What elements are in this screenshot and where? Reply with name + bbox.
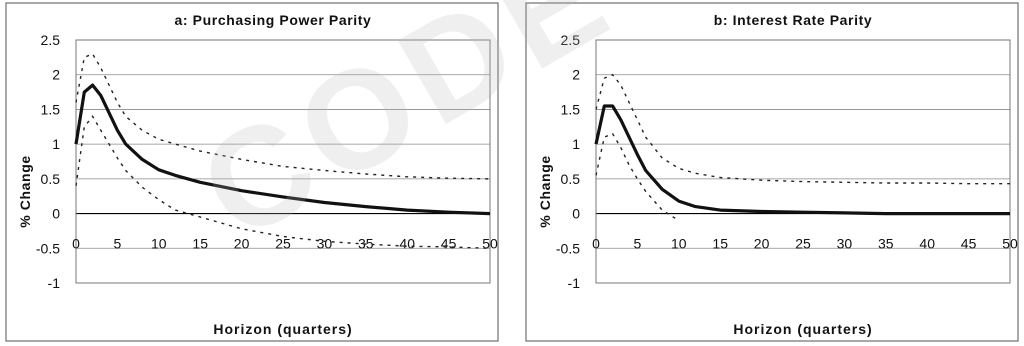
chart-a-ytick-label: 2 xyxy=(52,67,60,83)
chart-b-xtick-label: 30 xyxy=(837,236,853,252)
chart-a-xtick-label: 25 xyxy=(275,236,291,252)
chart-b-ytick-label: -0.5 xyxy=(556,240,580,256)
chart-b-ytick-label: 0.5 xyxy=(561,171,581,187)
chart-b-ytick-label: 1 xyxy=(572,136,580,152)
chart-b-xtick-label: 40 xyxy=(919,236,935,252)
chart-a-y-axis-label: % Change xyxy=(17,155,33,227)
chart-b-xtick-label: 35 xyxy=(878,236,894,252)
chart-a-ytick-label: 0 xyxy=(52,206,60,222)
chart-b-xtick-label: 20 xyxy=(754,236,770,252)
chart-a-xtick-label: 45 xyxy=(441,236,457,252)
chart-b-xtick-label: 15 xyxy=(712,236,728,252)
chart-a-xtick-label: 40 xyxy=(399,236,415,252)
chart-a-xtick-label: 5 xyxy=(114,236,122,252)
chart-b-xtick-label: 0 xyxy=(592,236,600,252)
chart-b-series-line-1 xyxy=(594,104,1010,216)
chart-b-y-axis-label: % Change xyxy=(537,155,553,227)
chart-a-xtick-label: 50 xyxy=(482,236,498,252)
chart-a-series-line-3 xyxy=(75,115,491,249)
chart-a-ytick-label: 0.5 xyxy=(41,171,61,187)
chart-b: -1 -0.5 0 0.5 1 1.5 2 2.5 0 5 10 15 20 25 30 35 40 45 50 b:… xyxy=(520,0,1024,346)
chart-a: -1 -0.5 0 0.5 1 1.5 2 2.5 0 5 10 15 20 25 30 35 40 45 50 a:… xyxy=(0,0,504,346)
chart-b-ytick-label: 0 xyxy=(572,206,580,222)
chart-b-svg: -1 -0.5 0 0.5 1 1.5 2 2.5 0 5 10 15 20 25 30 35 40 45 50 b:… xyxy=(525,2,1019,342)
chart-a-frame xyxy=(5,2,499,342)
chart-a-xtick-label: 20 xyxy=(234,236,250,252)
chart-b-xtick-label: 45 xyxy=(961,236,977,252)
chart-b-xtick-label: 25 xyxy=(795,236,811,252)
chart-b-ytick-label: 2.5 xyxy=(561,32,581,48)
chart-b-xtick-label: 10 xyxy=(671,236,687,252)
chart-b-plot-area xyxy=(595,39,1011,284)
chart-b-title: b: Interest Rate Parity xyxy=(714,12,873,28)
chart-b-x-axis-label: Horizon (quarters) xyxy=(733,321,872,337)
chart-b-frame xyxy=(525,2,1019,342)
chart-b-ytick-label: 2 xyxy=(572,67,580,83)
chart-a-ytick-label: 1.5 xyxy=(41,101,61,117)
chart-b-xtick-label: 5 xyxy=(634,236,642,252)
chart-a-xtick-label: 10 xyxy=(151,236,167,252)
chart-a-ytick-label: 1 xyxy=(52,136,60,152)
chart-a-x-axis-label: Horizon (quarters) xyxy=(213,321,352,337)
chart-a-xtick-label: 15 xyxy=(192,236,208,252)
chart-b-xtick-label: 50 xyxy=(1002,236,1018,252)
chart-a-plot-area xyxy=(75,39,491,284)
chart-a-xtick-label: 0 xyxy=(72,236,80,252)
chart-a-ytick-label: 2.5 xyxy=(41,32,61,48)
chart-a-ytick-label: -1 xyxy=(48,275,61,291)
chart-a-xtick-label: 30 xyxy=(317,236,333,252)
chart-b-ytick-label: -1 xyxy=(568,275,581,291)
chart-a-title: a: Purchasing Power Parity xyxy=(175,12,372,28)
chart-b-series-line-3 xyxy=(595,132,680,222)
chart-b-ytick-label: 1.5 xyxy=(561,101,581,117)
chart-a-series-line-1 xyxy=(74,83,491,216)
chart-a-ytick-label: -0.5 xyxy=(36,240,60,256)
chart-a-svg: -1-0.500.511.522.50 5 10 15 20 25 30 35 40 45 50a:… xyxy=(5,2,499,342)
